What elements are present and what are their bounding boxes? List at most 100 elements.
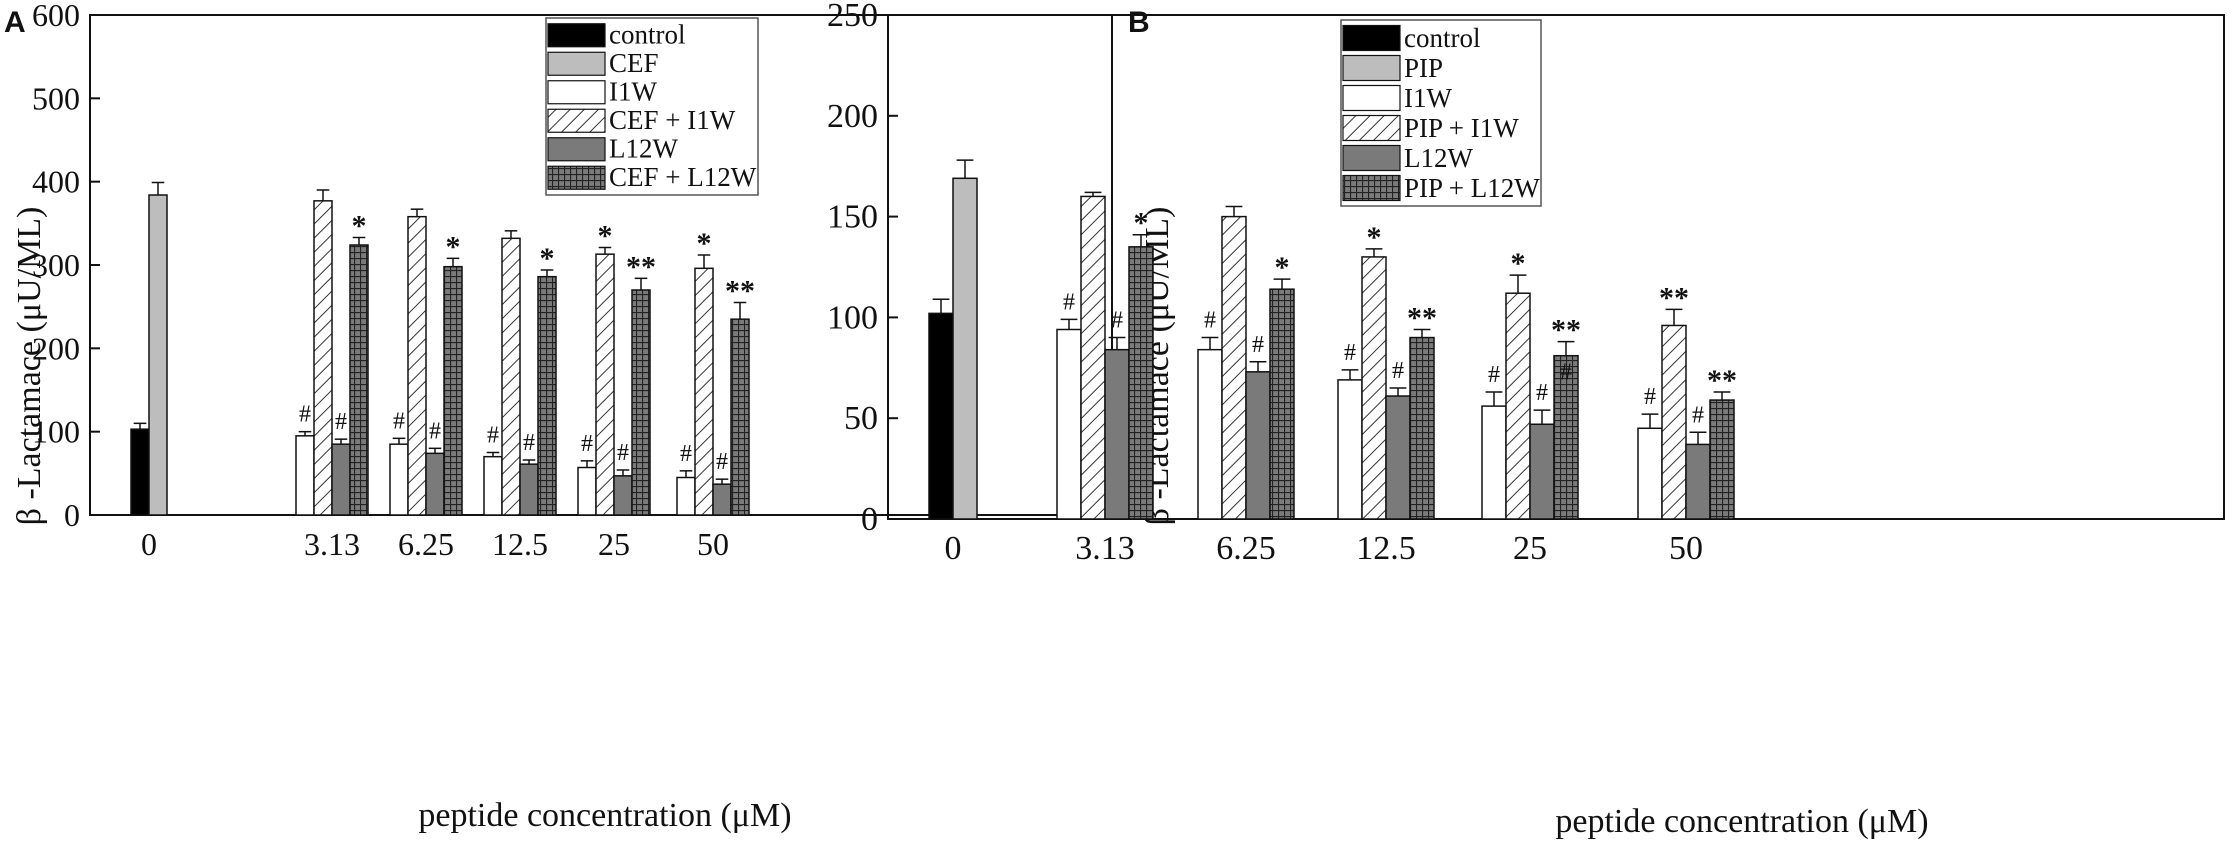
- y-tick-label: 150: [827, 199, 878, 236]
- significance-hash: #: [1111, 308, 1123, 334]
- bar: [1269, 288, 1295, 520]
- bar: [1685, 443, 1711, 520]
- legend-swatch: [1342, 54, 1401, 82]
- legend-label: control: [609, 20, 685, 50]
- y-tick-label: 200: [32, 330, 80, 366]
- bar: [631, 289, 651, 516]
- x-tick-label: 3.13: [1075, 530, 1135, 567]
- panel-b-chart: B β -Lactamace (μU/ML) peptide concentra…: [827, 0, 2225, 840]
- significance-hash: #: [487, 423, 499, 449]
- significance-hash: #: [1344, 340, 1356, 366]
- bar: [501, 237, 521, 516]
- x-tick-label: 0: [945, 530, 962, 567]
- bar: [425, 452, 445, 516]
- bar: [1385, 395, 1411, 520]
- significance-hash: #: [617, 440, 629, 466]
- x-tick-label: 50: [1669, 530, 1703, 567]
- legend-swatch: [547, 80, 606, 105]
- bar: [1361, 256, 1387, 520]
- bar: [1104, 348, 1130, 520]
- bar: [1529, 423, 1555, 520]
- bar: [389, 443, 409, 516]
- bar: [1337, 379, 1363, 520]
- significance-hash: #: [1204, 308, 1216, 334]
- significance-hash: #: [393, 408, 405, 434]
- significance-star: **: [1707, 364, 1737, 397]
- bar: [577, 466, 597, 516]
- legend-swatch: [547, 23, 606, 48]
- legend-label: CEF + L12W: [609, 162, 757, 192]
- legend-label: I1W: [1404, 83, 1452, 113]
- legend-label: I1W: [609, 77, 657, 107]
- y-tick-label: 600: [32, 0, 80, 33]
- legend-label: control: [1404, 23, 1480, 53]
- x-tick-label: 3.13: [304, 526, 360, 562]
- significance-hash: #: [335, 409, 347, 435]
- significance-star: **: [1659, 281, 1689, 314]
- x-tick-label: 6.25: [398, 526, 454, 562]
- significance-hash: #: [716, 449, 728, 475]
- legend-swatch: [547, 165, 606, 190]
- y-tick-label: 200: [827, 98, 878, 135]
- significance-star: **: [1551, 314, 1581, 347]
- y-tick-label: 300: [32, 247, 80, 283]
- significance-hash: #: [1644, 384, 1656, 410]
- bar: [1661, 324, 1687, 520]
- x-axis-label: peptide concentration (μM): [1555, 803, 1928, 840]
- significance-star: *: [446, 230, 461, 263]
- significance-hash: #: [1063, 289, 1075, 315]
- significance-hash: #: [429, 418, 441, 444]
- bar: [483, 455, 503, 516]
- legend-label: PIP + I1W: [1404, 113, 1519, 143]
- bar: [694, 267, 714, 516]
- significance-star: *: [1275, 251, 1290, 284]
- bar: [1245, 371, 1271, 520]
- legend-label: CEF: [609, 48, 659, 78]
- bar: [1481, 405, 1507, 520]
- significance-star: **: [626, 250, 656, 283]
- bar: [595, 253, 615, 516]
- legend-label: L12W: [609, 134, 678, 164]
- bar: [519, 463, 539, 516]
- bar: [952, 177, 978, 520]
- bar: [1409, 336, 1435, 520]
- significance-star: *: [1134, 207, 1149, 240]
- legend-swatch: [1342, 144, 1401, 172]
- y-tick-label: 0: [64, 497, 80, 533]
- x-tick-label: 6.25: [1216, 530, 1276, 567]
- significance-hash: #: [581, 431, 593, 457]
- legend-box: [545, 17, 759, 196]
- bar: [1056, 328, 1082, 520]
- panel-letter-a: A: [4, 6, 26, 39]
- significance-hash: #: [1488, 362, 1500, 388]
- y-tick-label: 0: [861, 501, 878, 538]
- bar: [1709, 399, 1735, 520]
- bar: [712, 483, 732, 516]
- significance-hash: #: [1252, 332, 1264, 358]
- bar: [443, 265, 463, 516]
- bar: [676, 476, 696, 516]
- legend-label: PIP + L12W: [1404, 173, 1540, 203]
- significance-hash: #: [1392, 358, 1404, 384]
- x-axis-label: peptide concentration (μM): [418, 797, 791, 834]
- y-tick-label: 100: [32, 414, 80, 450]
- significance-hash: #: [523, 430, 535, 456]
- significance-hash: #: [680, 441, 692, 467]
- bar: [928, 312, 954, 520]
- bar: [313, 200, 333, 516]
- bar: [331, 443, 351, 516]
- bar: [730, 318, 750, 516]
- bar: [613, 475, 633, 516]
- panel-letter-b: B: [1128, 6, 1150, 39]
- x-tick-label: 12.5: [1356, 530, 1416, 567]
- significance-star: *: [352, 210, 367, 243]
- significance-star: **: [1407, 301, 1437, 334]
- bar: [407, 215, 427, 516]
- significance-hash: #: [299, 402, 311, 428]
- legend-swatch: [1342, 24, 1401, 52]
- bar: [1128, 246, 1154, 520]
- bar: [148, 194, 168, 516]
- bar: [1221, 215, 1247, 520]
- significance-star: *: [1367, 221, 1382, 254]
